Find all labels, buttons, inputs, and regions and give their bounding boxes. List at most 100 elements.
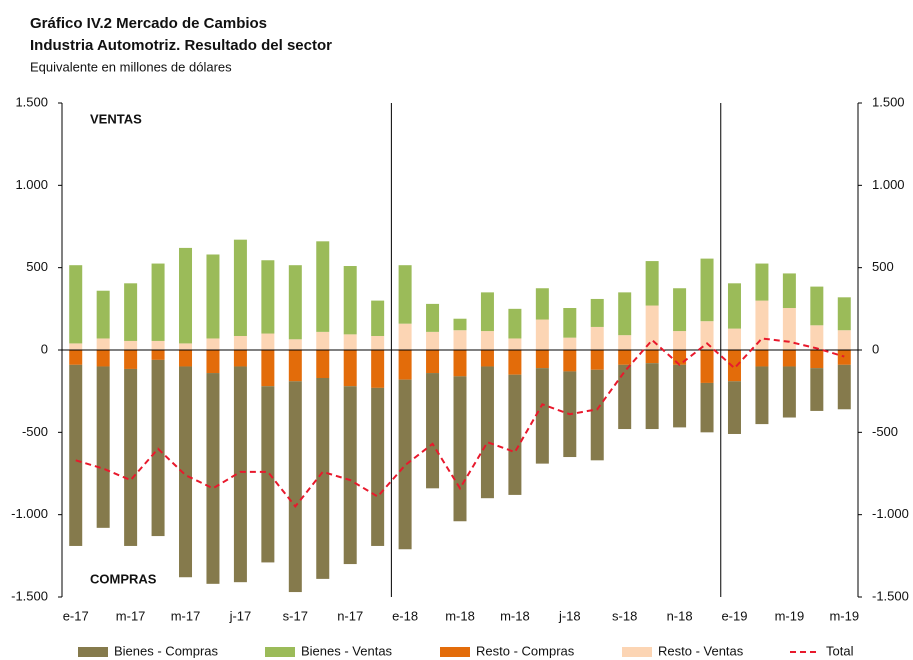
- bar: [535, 368, 549, 464]
- bar: [480, 350, 494, 367]
- x-tick-label: n-17: [337, 608, 363, 623]
- units-label: Equivalente en millones de dólares: [30, 59, 232, 74]
- bar: [810, 350, 824, 369]
- x-tick-label: m-18: [500, 608, 530, 623]
- legend-label: Bienes - Ventas: [301, 643, 393, 658]
- bar: [700, 350, 714, 383]
- x-tick-label: j-18: [558, 608, 581, 623]
- bar: [755, 350, 769, 367]
- y2-tick-label: -1.500: [872, 588, 909, 603]
- bar: [371, 387, 385, 546]
- bar: [96, 290, 110, 339]
- legend-label: Total: [826, 643, 854, 658]
- bar: [426, 373, 440, 489]
- bar: [673, 288, 687, 332]
- bar: [727, 381, 741, 434]
- bar: [69, 265, 83, 344]
- bar: [343, 350, 357, 387]
- bar: [179, 350, 193, 367]
- legend-swatch: [265, 647, 295, 657]
- annotation: VENTAS: [90, 111, 142, 126]
- line: [75, 337, 845, 509]
- bar: [837, 297, 851, 331]
- bar: [233, 239, 247, 337]
- y-tick-label: 1.000: [15, 177, 48, 192]
- bar: [206, 338, 220, 350]
- x-tick-label: m-19: [775, 608, 805, 623]
- bar: [233, 366, 247, 583]
- bar: [700, 258, 714, 322]
- bar: [837, 364, 851, 410]
- x-tick-label: n-18: [667, 608, 693, 623]
- annotation: COMPRAS: [90, 571, 157, 586]
- y2-tick-label: 1.500: [872, 94, 905, 109]
- x-tick-label: e-17: [63, 608, 89, 623]
- bar: [179, 343, 193, 350]
- bar: [316, 331, 330, 350]
- x-tick-label: s-17: [283, 608, 308, 623]
- bar: [508, 308, 522, 339]
- bar: [700, 382, 714, 433]
- bar: [535, 319, 549, 350]
- y-tick-label: -1.500: [11, 588, 48, 603]
- legend-swatch: [78, 647, 108, 657]
- bar: [371, 300, 385, 337]
- bar: [288, 381, 302, 593]
- bar: [727, 350, 741, 382]
- bar: [233, 336, 247, 350]
- x-tick-label: e-18: [392, 608, 418, 623]
- chart-title: Gráfico IV.2 Mercado de Cambios: [30, 15, 267, 32]
- x-tick-label: m-17: [116, 608, 146, 623]
- y-tick-label: 1.500: [15, 94, 48, 109]
- bar: [645, 261, 659, 306]
- x-tick-label: m-18: [445, 608, 475, 623]
- bar: [206, 254, 220, 339]
- bar: [590, 326, 604, 350]
- bar: [618, 292, 632, 336]
- bar: [618, 335, 632, 350]
- bar: [343, 334, 357, 350]
- y-tick-label: -1.000: [11, 506, 48, 521]
- bar: [316, 350, 330, 378]
- bar: [96, 366, 110, 528]
- bar: [398, 265, 412, 324]
- bar: [261, 333, 275, 350]
- bar: [371, 336, 385, 350]
- bar: [288, 350, 302, 382]
- bar: [508, 374, 522, 495]
- y2-tick-label: -1.000: [872, 506, 909, 521]
- bar: [535, 350, 549, 369]
- bar: [563, 337, 577, 350]
- bar: [700, 321, 714, 350]
- bar: [151, 350, 165, 360]
- bar: [69, 364, 83, 546]
- bar: [343, 386, 357, 565]
- bar: [453, 330, 467, 350]
- bar: [288, 265, 302, 340]
- bar: [782, 350, 796, 367]
- bar: [755, 300, 769, 350]
- chart-subtitle: Industria Automotriz. Resultado del sect…: [30, 37, 332, 54]
- bar: [645, 350, 659, 364]
- bar: [590, 369, 604, 461]
- bar: [673, 364, 687, 428]
- bar: [673, 331, 687, 350]
- y-tick-label: -500: [22, 424, 48, 439]
- bar: [398, 323, 412, 350]
- bar: [69, 343, 83, 350]
- bar: [755, 263, 769, 301]
- bar: [179, 366, 193, 578]
- bar: [453, 376, 467, 522]
- bar: [96, 338, 110, 350]
- bar: [837, 330, 851, 350]
- bar: [590, 350, 604, 370]
- bar: [426, 303, 440, 332]
- y2-tick-label: 500: [872, 259, 894, 274]
- legend-label: Bienes - Compras: [114, 643, 219, 658]
- legend-label: Resto - Compras: [476, 643, 575, 658]
- bar: [508, 350, 522, 375]
- bar: [233, 350, 247, 367]
- bar: [508, 338, 522, 350]
- bar: [727, 328, 741, 350]
- bar: [69, 350, 83, 365]
